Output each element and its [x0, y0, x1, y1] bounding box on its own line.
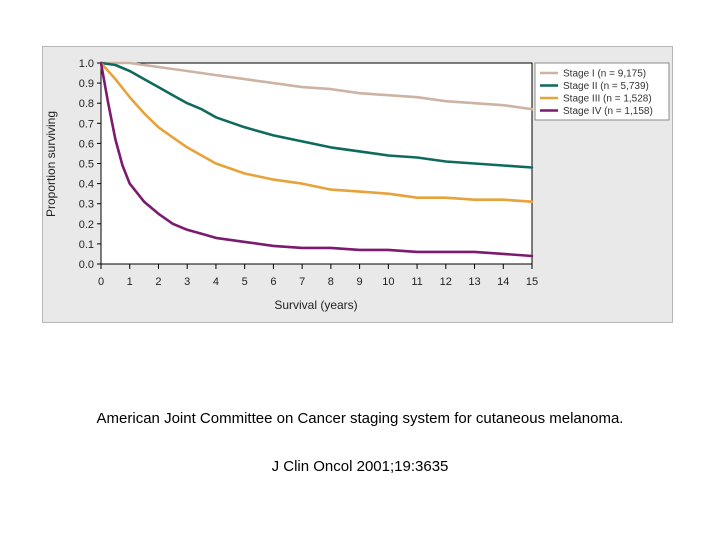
x-tick-label: 6	[270, 276, 276, 288]
legend-label: Stage I (n = 9,175)	[563, 69, 646, 80]
x-tick-label: 10	[382, 276, 394, 288]
y-tick-label: 0.4	[79, 179, 94, 191]
series-line-stage-1	[99, 61, 534, 111]
y-tick-label: 1.0	[79, 58, 94, 70]
x-tick-label: 7	[299, 276, 305, 288]
series-lines	[99, 61, 534, 258]
y-tick-label: 0.7	[79, 118, 94, 130]
legend-label: Stage III (n = 1,528)	[563, 94, 652, 105]
legend: Stage I (n = 9,175)Stage II (n = 5,739) S…	[534, 62, 670, 121]
x-tick-label: 15	[526, 276, 538, 288]
series-line-stage-2	[99, 61, 534, 169]
x-axis-ticks: 0 1 2 3 4 5 6 7 8 9 10 11 12 13 14 15	[98, 264, 538, 288]
series-line-stage-3	[99, 61, 534, 203]
legend-label: Stage IV (n = 1,158)	[563, 106, 653, 117]
x-tick-label: 5	[242, 276, 248, 288]
x-tick-label: 11	[411, 276, 422, 288]
x-tick-label: 2	[155, 276, 161, 288]
x-tick-label: 12	[440, 276, 452, 288]
y-tick-label: 0.5	[79, 159, 94, 171]
x-tick-label: 9	[357, 276, 363, 288]
x-tick-label: 8	[328, 276, 334, 288]
x-tick-label: 3	[184, 276, 190, 288]
x-tick-label: 14	[497, 276, 509, 288]
y-tick-label: 0.9	[79, 78, 94, 90]
caption-title: American Joint Committee on Cancer stagi…	[96, 410, 624, 427]
y-tick-label: 0.6	[79, 138, 94, 150]
x-tick-label: 1	[127, 276, 133, 288]
legend-label: Stage II (n = 5,739)	[563, 81, 649, 92]
y-axis-title: Proportion surviving	[44, 111, 58, 217]
y-tick-label: 0.0	[79, 259, 94, 271]
y-axis-ticks: 0.0 0.1 0.2 0.3 0.4 0.5 0.6 0.7 0.8 0.9 1.0	[79, 58, 101, 271]
y-tick-label: 0.1	[79, 239, 94, 251]
x-tick-label: 4	[213, 276, 219, 288]
y-tick-label: 0.3	[79, 199, 94, 211]
x-tick-label: 0	[98, 276, 104, 288]
caption-citation: J Clin Oncol 2001;19:3635	[271, 458, 449, 475]
y-tick-label: 0.8	[79, 98, 94, 110]
x-axis-title: Survival (years)	[274, 298, 357, 312]
y-tick-label: 0.2	[79, 219, 94, 231]
x-tick-label: 13	[468, 276, 480, 288]
series-line-stage-4	[99, 61, 534, 258]
